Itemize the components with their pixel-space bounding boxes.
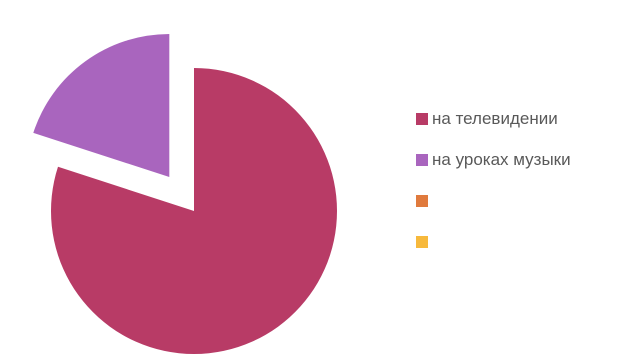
legend-swatch (416, 236, 428, 248)
pie-slices (33, 34, 338, 354)
legend-item: на уроках музыки (416, 148, 571, 172)
legend-label: на телевидении (432, 109, 558, 128)
legend-swatch (416, 195, 428, 207)
pie-slice-0 (50, 68, 338, 354)
chart-legend: на телевидении на уроках музыки (416, 107, 571, 271)
legend-swatch (416, 113, 428, 125)
legend-label: на уроках музыки (432, 150, 571, 169)
legend-item: на телевидении (416, 107, 571, 131)
legend-swatch (416, 154, 428, 166)
legend-item (416, 189, 571, 213)
pie-slice-1 (33, 34, 170, 178)
legend-item (416, 230, 571, 254)
